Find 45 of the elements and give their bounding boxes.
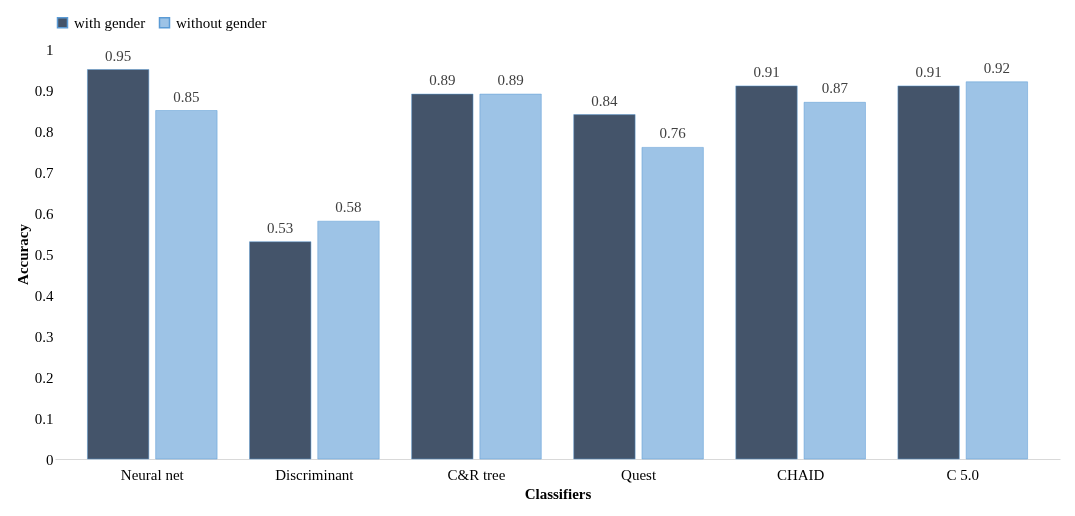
y-tick-label: 1 bbox=[46, 41, 54, 58]
y-tick-label: 0.9 bbox=[34, 82, 54, 99]
data-label: 0.89 bbox=[429, 72, 456, 89]
data-label: 0.87 bbox=[821, 80, 849, 97]
data-label: 0.85 bbox=[173, 88, 200, 105]
y-tick-label: 0.8 bbox=[34, 123, 54, 140]
data-label: 0.53 bbox=[267, 219, 294, 236]
bar bbox=[897, 85, 960, 460]
y-tick-label: 0.3 bbox=[34, 328, 54, 345]
bar bbox=[735, 85, 798, 460]
y-tick-label: 0.4 bbox=[34, 287, 54, 304]
data-label: 0.76 bbox=[659, 125, 687, 142]
data-label: 0.91 bbox=[753, 63, 780, 80]
y-tick-label: 0 bbox=[46, 451, 54, 468]
legend-label: with gender bbox=[74, 14, 146, 31]
bar bbox=[803, 102, 866, 460]
bar bbox=[965, 81, 1028, 460]
data-label: 0.58 bbox=[335, 199, 362, 216]
x-tick-label: C 5.0 bbox=[946, 466, 979, 483]
x-tick-label: CHAID bbox=[776, 466, 825, 483]
bar bbox=[155, 110, 218, 460]
y-tick-label: 0.1 bbox=[34, 410, 54, 427]
y-tick-label: 0.6 bbox=[34, 205, 54, 222]
data-label: 0.89 bbox=[497, 72, 524, 89]
y-tick-label: 0.2 bbox=[34, 369, 54, 386]
x-axis-title: Classifiers bbox=[524, 485, 592, 502]
data-label: 0.91 bbox=[915, 63, 942, 80]
x-tick-label: Neural net bbox=[120, 466, 185, 483]
y-tick-label: 0.5 bbox=[34, 246, 54, 263]
x-tick-label: C&R tree bbox=[447, 466, 506, 483]
x-tick-label: Discriminant bbox=[275, 466, 355, 483]
y-tick-label: 0.7 bbox=[34, 164, 54, 181]
bar bbox=[249, 241, 312, 460]
data-label: 0.92 bbox=[983, 59, 1010, 76]
bar bbox=[87, 69, 150, 460]
legend-label: without gender bbox=[176, 14, 267, 31]
data-label: 0.84 bbox=[591, 92, 619, 109]
bar bbox=[573, 114, 636, 460]
bar bbox=[411, 93, 474, 460]
bar bbox=[479, 93, 542, 460]
bar bbox=[317, 220, 380, 460]
data-label: 0.95 bbox=[105, 47, 132, 64]
x-tick-label: Quest bbox=[621, 466, 657, 483]
y-axis-title: Accuracy bbox=[14, 223, 31, 285]
bar bbox=[641, 147, 704, 460]
